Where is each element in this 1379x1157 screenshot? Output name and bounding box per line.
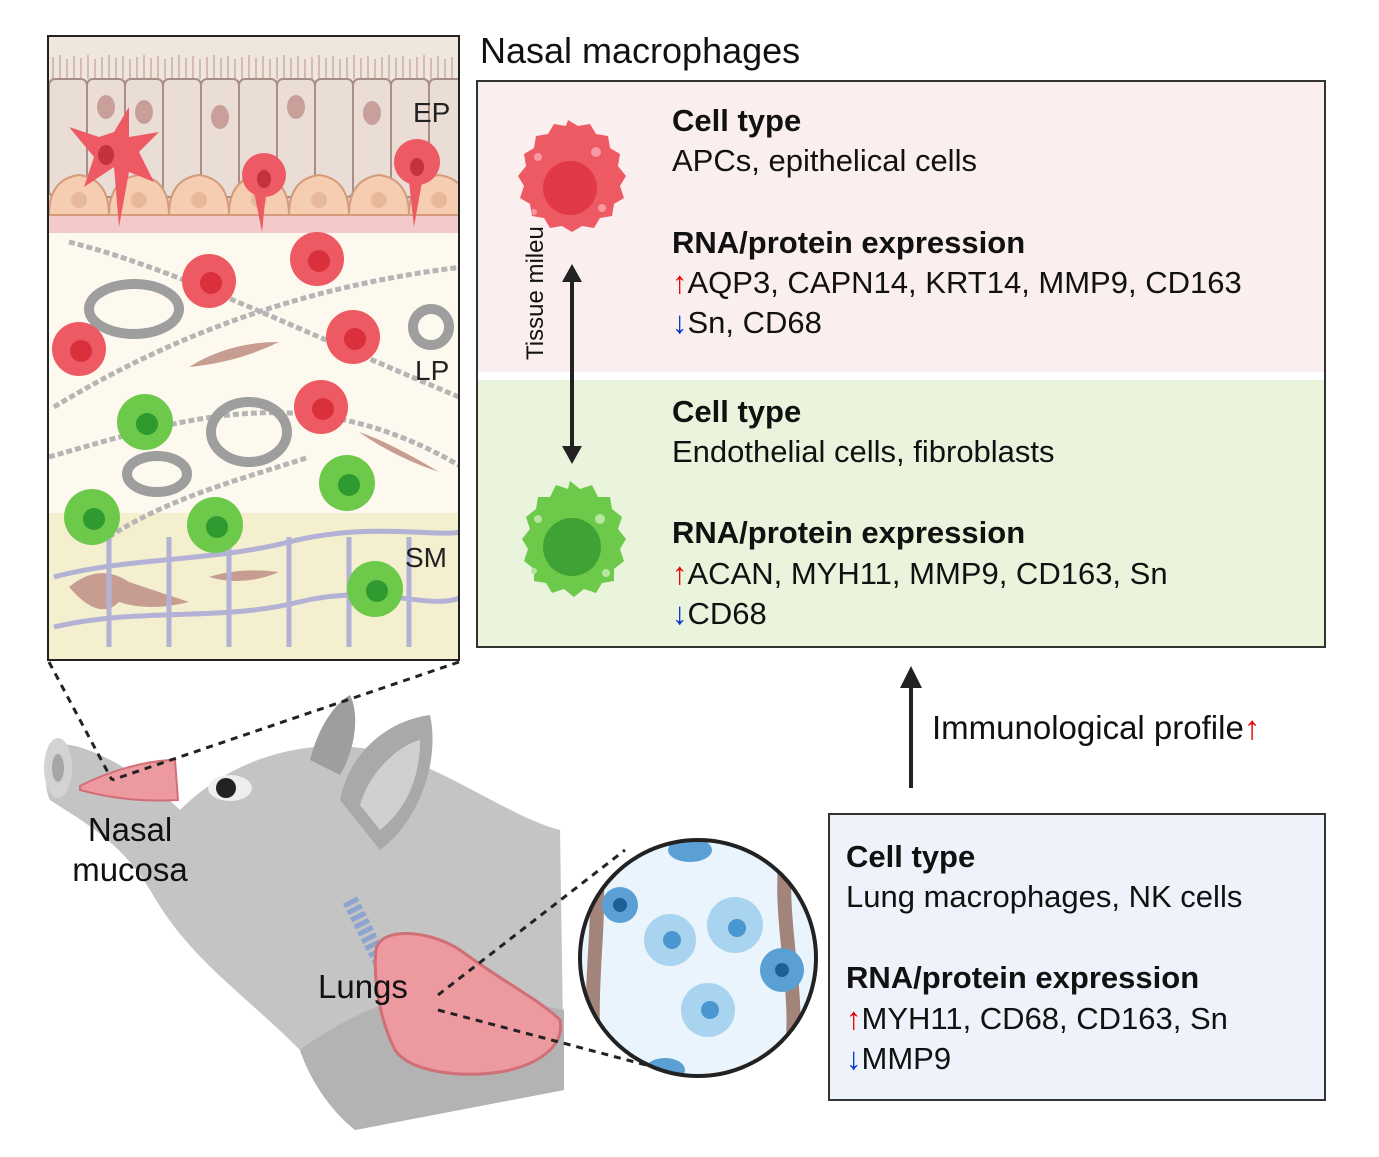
green-downregulated-markers: CD68 — [687, 596, 767, 631]
pig-illustration — [44, 695, 564, 1130]
lung-expression-heading: RNA/protein expression — [846, 960, 1200, 995]
immunological-profile-arrow — [900, 666, 922, 788]
green-upregulated-markers: ACAN, MYH11, MMP9, CD163, Sn — [687, 556, 1168, 591]
up-arrow-icon: ↑ — [846, 1001, 862, 1036]
lung-zoom-circle — [578, 838, 818, 1078]
red-cell-types: APCs, epithelical cells — [672, 143, 977, 178]
fibroblasts — [69, 342, 439, 610]
tissue-section-panel: EP LP SM — [47, 35, 460, 661]
lung-downregulated-markers: MMP9 — [861, 1041, 952, 1076]
red-macrophage-icon — [518, 120, 626, 232]
green-upregulated-row: ↑ACAN, MYH11, MMP9, CD163, Sn — [672, 554, 1168, 594]
up-arrow-icon: ↑ — [672, 265, 688, 300]
lung-macrophages-box: Cell type Lung macrophages, NK cells RNA… — [828, 813, 1326, 1101]
green-macrophages — [64, 394, 403, 617]
green-expression-heading: RNA/protein expression — [672, 515, 1026, 550]
up-arrow-icon: ↑ — [672, 556, 688, 591]
tissue-illustration — [49, 37, 458, 659]
nasal-mucosa-label: Nasal mucosa — [60, 810, 200, 890]
lung-downregulated-row: ↓MMP9 — [846, 1039, 951, 1079]
nasal-mucosa-label-line2: mucosa — [72, 851, 188, 888]
red-expression-heading: RNA/protein expression — [672, 225, 1026, 260]
layer-label-sm: SM — [405, 542, 447, 573]
immunological-profile-label: Immunological profile↑ — [932, 709, 1260, 747]
columnar-nuclei — [97, 95, 381, 129]
tissue-milieu-double-arrow — [562, 264, 582, 464]
green-macrophage-section — [478, 380, 1324, 646]
red-downregulated-markers: Sn, CD68 — [687, 305, 822, 340]
lung-cell-type-heading: Cell type — [846, 839, 976, 874]
lamina-propria-red-macrophages — [52, 232, 380, 434]
intraepithelial-macrophage-nuclei — [98, 145, 424, 188]
red-upregulated-markers: AQP3, CAPN14, KRT14, MMP9, CD163 — [687, 265, 1242, 300]
green-downregulated-row: ↓CD68 — [672, 594, 767, 634]
lung-upregulated-markers: MYH11, CD68, CD163, Sn — [861, 1001, 1228, 1036]
down-arrow-icon: ↓ — [672, 305, 688, 340]
up-arrow-icon: ↑ — [1243, 709, 1261, 746]
cilia — [52, 55, 453, 79]
down-arrow-icon: ↓ — [672, 596, 688, 631]
lung-cell-types: Lung macrophages, NK cells — [846, 879, 1243, 914]
red-upregulated-row: ↑AQP3, CAPN14, KRT14, MMP9, CD163 — [672, 263, 1242, 303]
lungs-label: Lungs — [318, 968, 408, 1005]
blood-vessels — [84, 279, 454, 497]
page-title: Nasal macrophages — [480, 30, 801, 71]
layer-label-ep: EP — [413, 97, 451, 128]
nasal-mucosa-label-line1: Nasal — [87, 811, 173, 848]
red-macrophage-section — [478, 82, 1324, 372]
green-macrophage-icon — [522, 481, 626, 597]
nasal-macrophages-box: Cell type APCs, epithelical cells RNA/pr… — [476, 80, 1326, 648]
down-arrow-icon: ↓ — [846, 1041, 862, 1076]
lung-upregulated-row: ↑MYH11, CD68, CD163, Sn — [846, 999, 1228, 1039]
immunological-profile-text: Immunological profile — [932, 709, 1244, 746]
red-cell-type-heading: Cell type — [672, 103, 802, 138]
green-cell-types: Endothelial cells, fibroblasts — [672, 434, 1055, 469]
intraepithelial-macrophages — [69, 107, 440, 232]
collagen-fibers — [49, 239, 458, 540]
green-cell-type-heading: Cell type — [672, 394, 802, 429]
smooth-muscle-network — [53, 528, 458, 647]
layer-label-lp: LP — [415, 355, 450, 386]
red-downregulated-row: ↓Sn, CD68 — [672, 303, 822, 343]
